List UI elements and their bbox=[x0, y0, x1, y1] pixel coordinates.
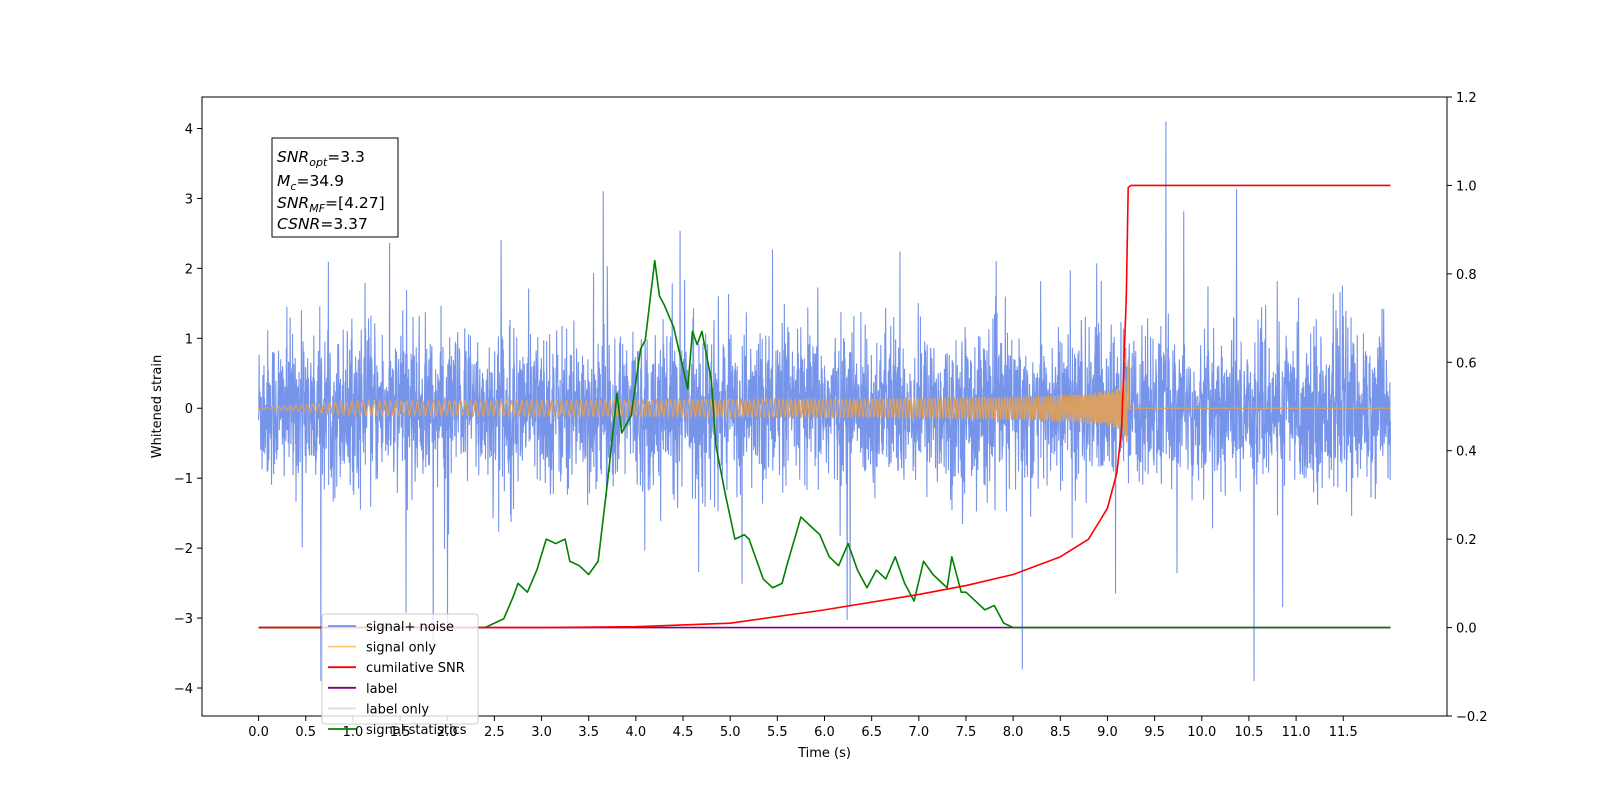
x-tick-label: 9.5 bbox=[1144, 725, 1165, 740]
x-tick-label: 2.0 bbox=[437, 725, 458, 740]
series-signal-only bbox=[258, 359, 1391, 443]
y2-tick-label: −0.2 bbox=[1456, 710, 1488, 725]
x-tick-label: 4.0 bbox=[626, 725, 647, 740]
y2-tick-label: 1.2 bbox=[1456, 91, 1477, 106]
legend-label: signal only bbox=[366, 641, 436, 656]
y-tick-label: −1 bbox=[174, 472, 193, 487]
x-axis-ticks: 0.0 0.5 1.0 1.5 2.0 2.5 3.0 3.5 4.0 4.5 5.0 5.5 6.0 6… bbox=[248, 716, 1358, 740]
y2-axis-ticks: 1.2 1.0 0.8 0.6 0.4 0.2 0.0 −0.2 bbox=[1447, 91, 1488, 725]
y-tick-label: 3 bbox=[185, 192, 193, 207]
annotation-frame bbox=[271, 137, 399, 238]
annotation-box: SNRopt=3.3 Mc=34.9 SNRMF=[4.27] CSNR=3.3… bbox=[271, 137, 399, 238]
svg-text:Mc=34.9: Mc=34.9 bbox=[277, 172, 344, 193]
x-tick-label: 6.0 bbox=[814, 725, 835, 740]
x-tick-label: 0.0 bbox=[248, 725, 269, 740]
x-tick-label: 7.5 bbox=[956, 725, 977, 740]
y-tick-label: 4 bbox=[185, 122, 193, 137]
y-tick-label: −4 bbox=[174, 682, 193, 697]
series-signal-noise bbox=[258, 121, 1391, 682]
y-tick-label: 1 bbox=[185, 332, 193, 347]
x-tick-label: 0.5 bbox=[295, 725, 316, 740]
x-axis-label: Time (s) bbox=[797, 746, 851, 761]
x-tick-label: 3.5 bbox=[578, 725, 599, 740]
x-tick-label: 11.0 bbox=[1282, 725, 1311, 740]
x-tick-label: 11.5 bbox=[1329, 725, 1358, 740]
y2-tick-label: 0.8 bbox=[1456, 268, 1477, 283]
legend-label: cumilative SNR bbox=[366, 661, 465, 676]
series-cumulative-snr bbox=[258, 184, 1391, 629]
annotation-snr-mf: [4.27] bbox=[338, 194, 385, 212]
x-tick-label: 7.0 bbox=[908, 725, 929, 740]
x-tick-label: 8.5 bbox=[1050, 725, 1071, 740]
x-tick-label: 1.0 bbox=[343, 725, 364, 740]
y2-tick-label: 0.4 bbox=[1456, 445, 1477, 460]
x-tick-label: 10.5 bbox=[1234, 725, 1263, 740]
y-tick-label: 0 bbox=[185, 402, 193, 417]
x-tick-label: 1.5 bbox=[390, 725, 411, 740]
y2-tick-label: 0.6 bbox=[1456, 356, 1477, 371]
x-tick-label: 10.0 bbox=[1187, 725, 1216, 740]
legend: signal+ noise signal only cumilative SNR la… bbox=[321, 613, 479, 738]
series-layer bbox=[258, 121, 1391, 682]
y2-tick-label: 0.0 bbox=[1456, 622, 1477, 637]
y-tick-label: −2 bbox=[174, 542, 193, 557]
svg-text:CSNR=3.37: CSNR=3.37 bbox=[277, 215, 368, 233]
x-tick-label: 6.5 bbox=[861, 725, 882, 740]
legend-label: label bbox=[366, 682, 397, 697]
y-axis-label: Whitened strain bbox=[150, 355, 165, 458]
annotation-mc: 34.9 bbox=[309, 172, 344, 190]
legend-label: signal statistics bbox=[366, 723, 467, 738]
svg-text:SNRMF=[4.27]: SNRMF=[4.27] bbox=[277, 194, 385, 215]
x-tick-label: 8.0 bbox=[1003, 725, 1024, 740]
x-tick-label: 5.0 bbox=[720, 725, 741, 740]
y2-tick-label: 1.0 bbox=[1456, 179, 1477, 194]
x-tick-label: 4.5 bbox=[673, 725, 694, 740]
y-tick-label: −3 bbox=[174, 612, 193, 627]
series-signal-statistics bbox=[258, 259, 1391, 629]
y2-tick-label: 0.2 bbox=[1456, 533, 1477, 548]
y-tick-label: 2 bbox=[185, 262, 193, 277]
y-axis-ticks: 4 3 2 1 0 −1 −2 −3 −4 bbox=[174, 122, 202, 697]
x-tick-label: 2.5 bbox=[484, 725, 505, 740]
legend-label: signal+ noise bbox=[366, 620, 454, 635]
svg-text:SNRopt=3.3: SNRopt=3.3 bbox=[277, 148, 365, 169]
legend-frame bbox=[321, 613, 479, 725]
x-tick-label: 5.5 bbox=[767, 725, 788, 740]
annotation-snr-opt: 3.3 bbox=[340, 148, 365, 166]
annotation-csnr: 3.37 bbox=[333, 215, 368, 233]
legend-label: label only bbox=[366, 702, 429, 717]
x-tick-label: 9.0 bbox=[1097, 725, 1118, 740]
x-tick-label: 3.0 bbox=[531, 725, 552, 740]
